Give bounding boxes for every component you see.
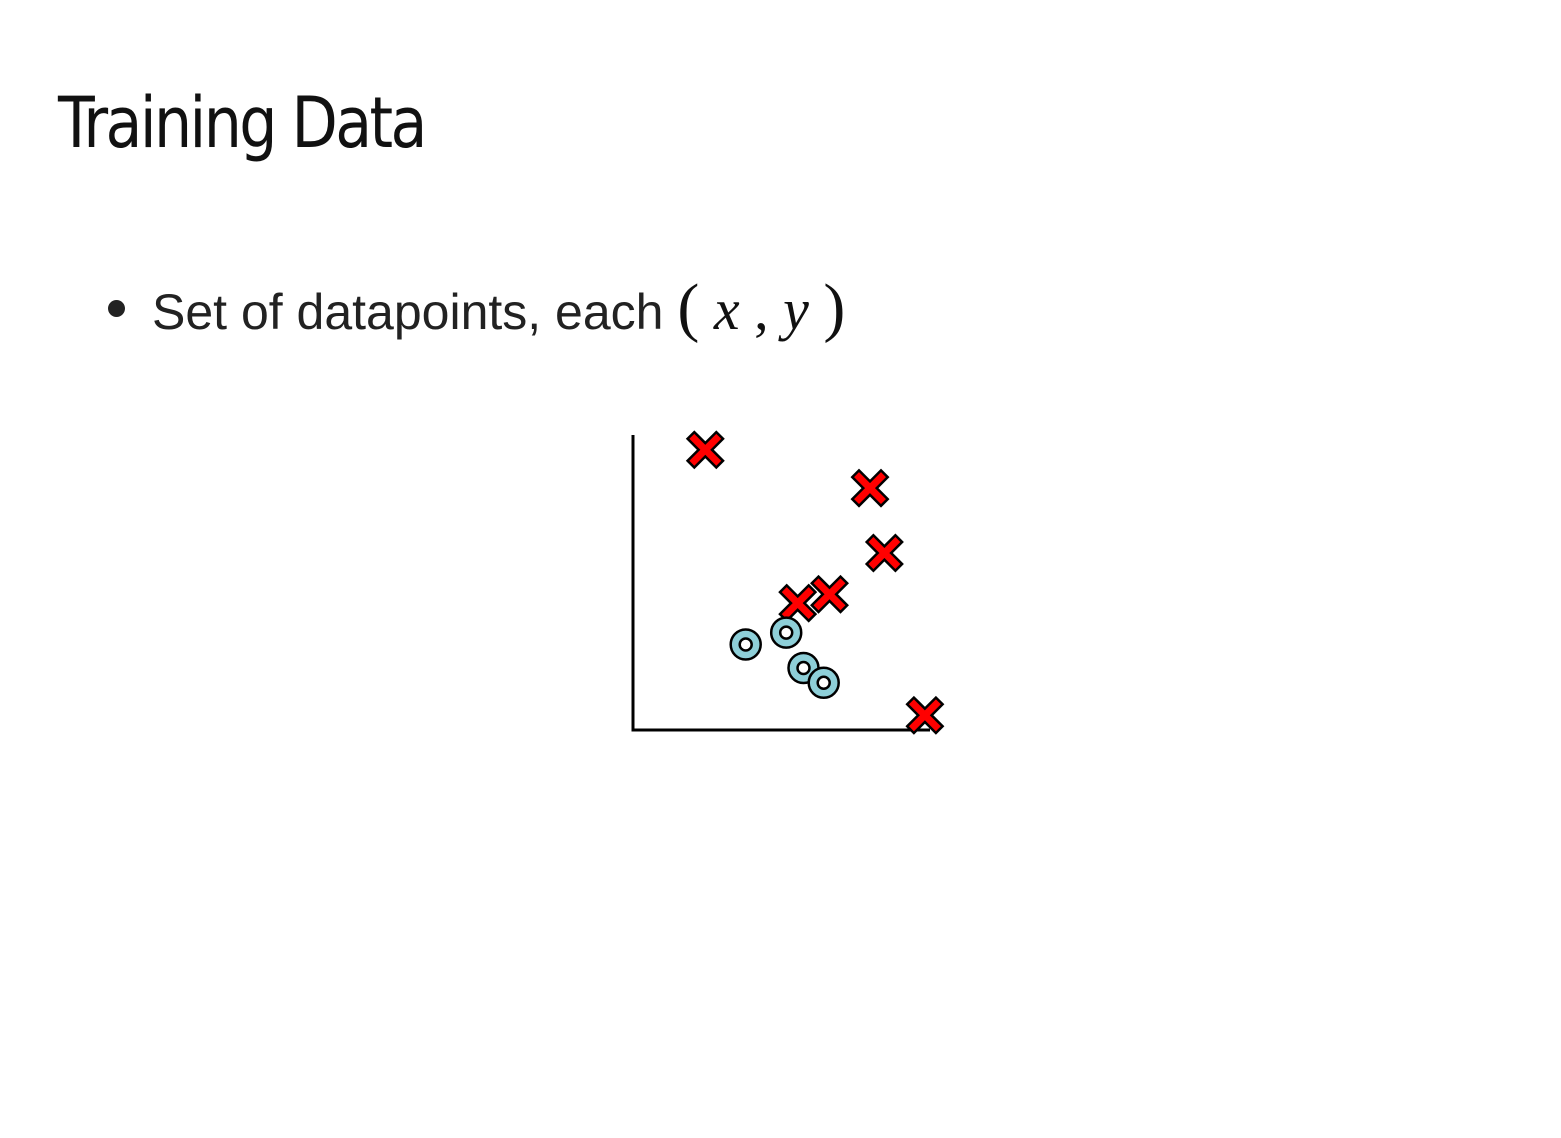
math-close-paren: ) — [823, 271, 846, 344]
bullet-dot-icon — [108, 300, 125, 317]
bullet-text: Set of datapoints, each — [152, 284, 678, 340]
red-cross-point — [810, 574, 849, 614]
red-cross-point — [850, 468, 890, 508]
math-comma: , — [754, 277, 784, 342]
math-var-x: x — [713, 277, 740, 342]
red-cross-point — [685, 430, 725, 470]
math-var-y: y — [783, 277, 809, 342]
red-cross-point — [778, 583, 818, 623]
math-expression: ( x , y ) — [677, 271, 845, 344]
bullet-item: Set of datapoints, each ( x , y ) — [0, 270, 845, 350]
red-cross-point — [905, 695, 945, 735]
data-points — [685, 430, 945, 735]
red-cross-point — [864, 533, 904, 573]
blue-ring-point — [807, 666, 840, 700]
bullet-list: Set of datapoints, each ( x , y ) — [0, 270, 845, 350]
blue-ring-point — [729, 628, 762, 661]
slide-title: Training Data — [58, 82, 427, 164]
math-open-paren: ( — [677, 271, 700, 344]
blue-ring-point — [769, 616, 803, 649]
